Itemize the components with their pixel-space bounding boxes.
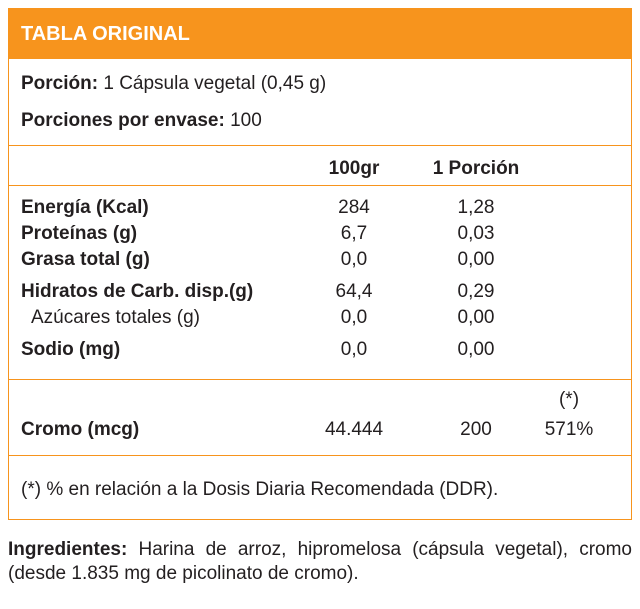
nutrient-per-portion: 0,00: [457, 339, 495, 360]
divider: [9, 455, 631, 456]
table-title: TABLA ORIGINAL: [9, 9, 631, 59]
servings-per-pack-row: Porciones por envase: 100: [21, 110, 262, 132]
divider: [9, 185, 631, 186]
nutrient-per-100: 284: [338, 197, 370, 218]
footnote: (*) % en relación a la Dosis Diaria Reco…: [21, 479, 499, 500]
divider: [9, 379, 631, 380]
nutrient-per-100: 0,0: [340, 339, 368, 360]
nutrient-per-100: 6,7: [340, 223, 368, 244]
chromium-per-portion: 200: [460, 419, 492, 440]
servings-per-pack-label: Porciones por envase:: [21, 110, 225, 131]
column-header-portion: 1 Porción: [432, 158, 520, 179]
nutrient-per-100: 0,0: [340, 307, 368, 328]
nutrient-subname: Azúcares totales (g): [31, 307, 200, 328]
chromium-per-100: 44.444: [324, 419, 384, 440]
nutrient-per-portion: 0,03: [457, 223, 495, 244]
column-header-100gr: 100gr: [328, 158, 380, 179]
nutrient-per-100: 0,0: [340, 249, 368, 270]
servings-per-pack-value: 100: [230, 110, 262, 131]
nutrient-per-portion: 0,29: [457, 281, 495, 302]
ingredients-text: Harina de arroz, hipromelosa (cápsula ve…: [8, 539, 632, 584]
nutrient-per-portion: 1,28: [457, 197, 495, 218]
nutrient-per-100: 64,4: [335, 281, 373, 302]
nutrient-name: Grasa total (g): [21, 249, 150, 270]
nutrient-per-portion: 0,00: [457, 249, 495, 270]
portion-value: 1 Cápsula vegetal (0,45 g): [103, 73, 327, 94]
portion-label: Porción:: [21, 73, 99, 94]
divider: [9, 145, 631, 146]
nutrient-name: Sodio (mg): [21, 339, 121, 360]
ddr-marker: (*): [558, 389, 580, 410]
nutrient-name: Hidratos de Carb. disp.(g): [21, 281, 254, 302]
ingredients-label: Ingredientes:: [8, 539, 128, 560]
ingredients: Ingredientes: Harina de arroz, hipromelo…: [8, 538, 632, 586]
nutrient-name: Energía (Kcal): [21, 197, 149, 218]
nutrient-name: Proteínas (g): [21, 223, 138, 244]
nutrition-table: TABLA ORIGINAL Porción: 1 Cápsula vegeta…: [8, 8, 632, 520]
chromium-name: Cromo (mcg): [21, 419, 140, 440]
chromium-ddr-percent: 571%: [544, 419, 594, 440]
nutrient-per-portion: 0,00: [457, 307, 495, 328]
portion-row: Porción: 1 Cápsula vegetal (0,45 g): [21, 73, 326, 95]
